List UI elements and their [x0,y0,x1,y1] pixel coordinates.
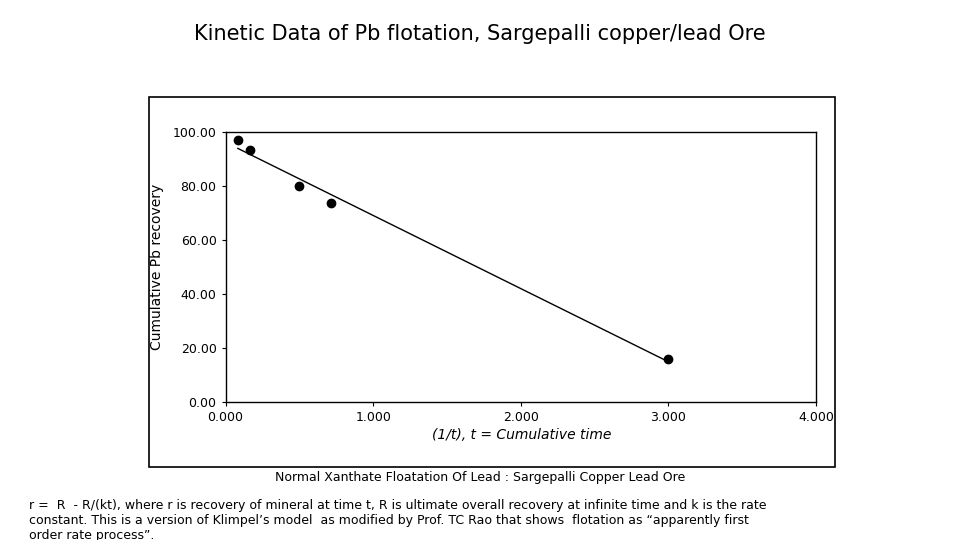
Text: constant. This is a version of Klimpel’s model  as modified by Prof. TC Rao that: constant. This is a version of Klimpel’s… [29,514,749,527]
Y-axis label: Cumulative Pb recovery: Cumulative Pb recovery [151,184,164,350]
Text: order rate process”.: order rate process”. [29,529,155,540]
Text: Kinetic Data of Pb flotation, Sargepalli copper/lead Ore: Kinetic Data of Pb flotation, Sargepalli… [194,24,766,44]
Text: Normal Xanthate Floatation Of Lead : Sargepalli Copper Lead Ore: Normal Xanthate Floatation Of Lead : Sar… [275,471,685,484]
Text: (1/t), t = Cumulative time: (1/t), t = Cumulative time [432,428,611,442]
Text: r =  R  - R/(kt), where r is recovery of mineral at time t, R is ultimate overal: r = R - R/(kt), where r is recovery of m… [29,500,766,512]
